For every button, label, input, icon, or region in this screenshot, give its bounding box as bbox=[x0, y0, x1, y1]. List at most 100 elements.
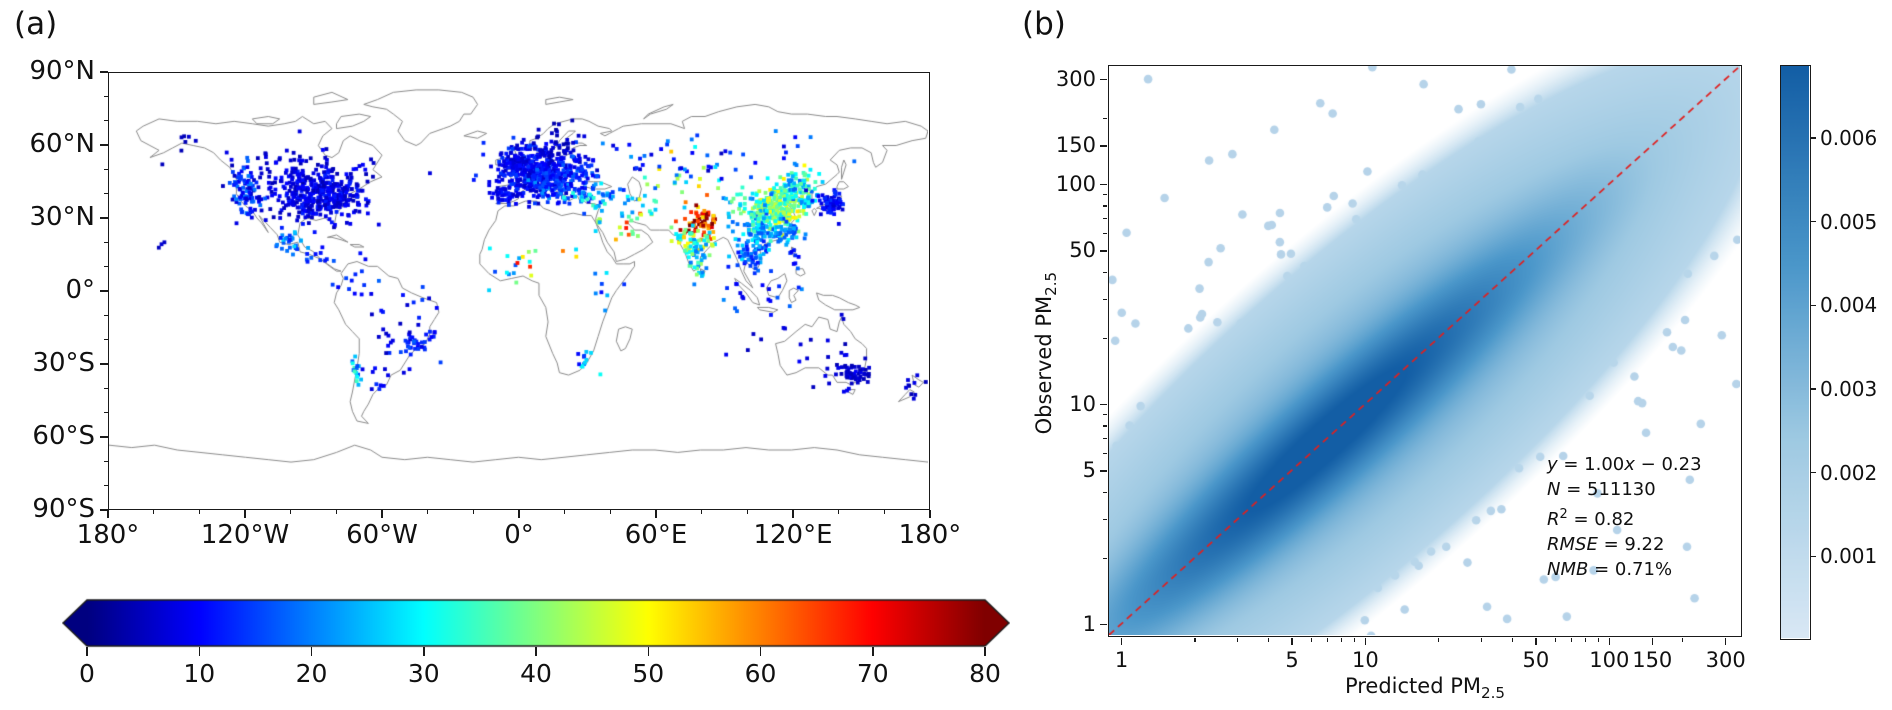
scatter-x-minor-tick bbox=[1438, 638, 1440, 642]
density-colorbar-tick bbox=[1811, 471, 1816, 474]
map-x-minor-tick bbox=[883, 510, 885, 514]
map-x-tick bbox=[244, 510, 246, 518]
map-y-tick-label: 30°S bbox=[32, 348, 95, 378]
scatter-x-minor-tick bbox=[1237, 638, 1239, 642]
scatter-x-tick bbox=[1724, 638, 1727, 645]
map-y-minor-tick bbox=[104, 460, 108, 462]
scatter-x-tick bbox=[1120, 638, 1123, 645]
y-axis-label: Observed PM2.5 bbox=[1032, 223, 1060, 483]
scatter-x-minor-tick bbox=[1341, 638, 1343, 642]
map-colorbar-tick-label: 40 bbox=[520, 659, 552, 688]
density-colorbar-tick-label: 0.004 bbox=[1820, 293, 1878, 318]
stats-segment: = 511130 bbox=[1560, 479, 1656, 500]
map-x-tick bbox=[655, 510, 657, 518]
map-colorbar-tick-label: 60 bbox=[744, 659, 777, 688]
stats-segment: NMB bbox=[1547, 559, 1589, 580]
scatter-y-tick-label: 5 bbox=[1082, 457, 1096, 482]
map-x-tick-label: 60°E bbox=[624, 520, 688, 550]
scatter-y-minor-tick bbox=[1103, 519, 1107, 521]
scatter-y-tick bbox=[1100, 624, 1107, 626]
stats-segment: = 0.82 bbox=[1567, 509, 1635, 530]
map-x-tick bbox=[518, 510, 520, 518]
map-colorbar bbox=[62, 597, 1010, 649]
scatter-x-tick bbox=[1291, 638, 1293, 645]
scatter-x-tick bbox=[1651, 638, 1653, 645]
scatter-x-minor-tick bbox=[1327, 638, 1329, 642]
scatter-x-minor-tick bbox=[1570, 638, 1573, 642]
map-colorbar-tick bbox=[535, 647, 537, 656]
density-colorbar-tick bbox=[1811, 304, 1816, 306]
map-colorbar-tick bbox=[984, 647, 986, 656]
map-x-minor-tick bbox=[564, 510, 566, 514]
scatter-x-minor-tick bbox=[1511, 638, 1513, 642]
stats-line: y = 1.00x − 0.23 bbox=[1547, 452, 1702, 477]
map-y-tick-label: 90°S bbox=[32, 494, 95, 524]
scatter-y-tick bbox=[1100, 404, 1107, 406]
scatter-y-minor-tick bbox=[1103, 425, 1107, 427]
scatter-x-minor-tick bbox=[1310, 638, 1312, 642]
stats-text: y = 1.00x − 0.23 N = 511130 R2 = 0.82 RMSE … bbox=[1547, 452, 1702, 582]
scatter-y-minor-tick bbox=[1103, 117, 1107, 120]
stats-line: R2 = 0.82 bbox=[1547, 502, 1702, 532]
map-y-tick bbox=[100, 71, 108, 73]
map-x-minor-tick bbox=[153, 510, 155, 514]
scatter-y-minor-tick bbox=[1103, 232, 1107, 235]
scatter-y-tick-label: 300 bbox=[1055, 66, 1096, 91]
density-colorbar-tick-label: 0.001 bbox=[1820, 544, 1878, 569]
scatter-y-tick-label: 1 bbox=[1082, 611, 1096, 636]
density-colorbar-tick bbox=[1811, 555, 1816, 557]
map-y-tick bbox=[100, 509, 108, 511]
map-x-minor-tick bbox=[838, 510, 840, 514]
scatter-y-tick bbox=[1100, 184, 1107, 186]
scatter-y-tick bbox=[1100, 79, 1107, 81]
map-x-minor-tick bbox=[746, 510, 748, 514]
map-y-minor-tick bbox=[104, 266, 108, 268]
stats-segment: 2 bbox=[1559, 507, 1568, 522]
map-y-tick bbox=[100, 217, 108, 219]
x-axis-label-subscript: 2.5 bbox=[1481, 684, 1506, 703]
map-y-tick-label: 60°S bbox=[32, 421, 95, 451]
map-colorbar-tick bbox=[647, 647, 649, 656]
scatter-x-minor-tick bbox=[1597, 638, 1599, 642]
scatter-y-minor-tick bbox=[1103, 491, 1107, 493]
map-x-tick-label: 180° bbox=[76, 520, 140, 550]
map-frame bbox=[108, 72, 930, 510]
map-x-tick bbox=[107, 510, 109, 518]
scatter-x-minor-tick bbox=[1194, 638, 1196, 642]
map-y-tick-label: 30°N bbox=[29, 202, 95, 232]
stats-segment: = 1.00 bbox=[1557, 454, 1625, 475]
map-x-minor-tick bbox=[427, 510, 429, 514]
stats-line: NMB = 0.71% bbox=[1547, 557, 1702, 582]
scatter-x-minor-tick bbox=[1554, 638, 1556, 642]
scatter-x-minor-tick bbox=[1585, 638, 1587, 642]
x-axis-label-text: Predicted PM bbox=[1344, 674, 1481, 698]
map-x-minor-tick bbox=[609, 510, 611, 514]
scatter-y-minor-tick bbox=[1103, 337, 1107, 340]
map-colorbar-tick bbox=[310, 647, 313, 656]
map-colorbar-tick-label: 10 bbox=[183, 659, 216, 688]
map-x-tick-label: 120°W bbox=[200, 520, 290, 550]
map-y-minor-tick bbox=[104, 485, 108, 487]
scatter-x-tick-label: 300 bbox=[1705, 648, 1746, 672]
stats-line: RMSE = 9.22 bbox=[1547, 532, 1702, 557]
scatter-y-minor-tick bbox=[1103, 205, 1107, 207]
scatter-y-tick-label: 150 bbox=[1055, 132, 1096, 157]
map-x-tick bbox=[792, 510, 794, 518]
map-x-tick-label: 60°W bbox=[346, 520, 418, 550]
scatter-y-minor-tick bbox=[1103, 557, 1107, 560]
scatter-x-tick-label: 10 bbox=[1352, 648, 1379, 672]
density-colorbar-tick-label: 0.002 bbox=[1820, 460, 1878, 485]
density-colorbar-tick-label: 0.003 bbox=[1820, 376, 1878, 401]
map-y-minor-tick bbox=[104, 387, 108, 389]
map-y-tick-label: 0° bbox=[65, 275, 95, 305]
stats-segment: y bbox=[1547, 454, 1558, 475]
density-colorbar-tick bbox=[1811, 388, 1816, 390]
stats-segment: = 9.22 bbox=[1597, 534, 1665, 555]
map-y-minor-tick bbox=[104, 95, 108, 97]
map-y-minor-tick bbox=[104, 120, 108, 122]
x-axis-label: Predicted PM2.5 bbox=[1295, 674, 1555, 702]
map-y-minor-tick bbox=[104, 412, 108, 414]
map-x-minor-tick bbox=[198, 510, 200, 514]
scatter-frame bbox=[1108, 65, 1742, 637]
